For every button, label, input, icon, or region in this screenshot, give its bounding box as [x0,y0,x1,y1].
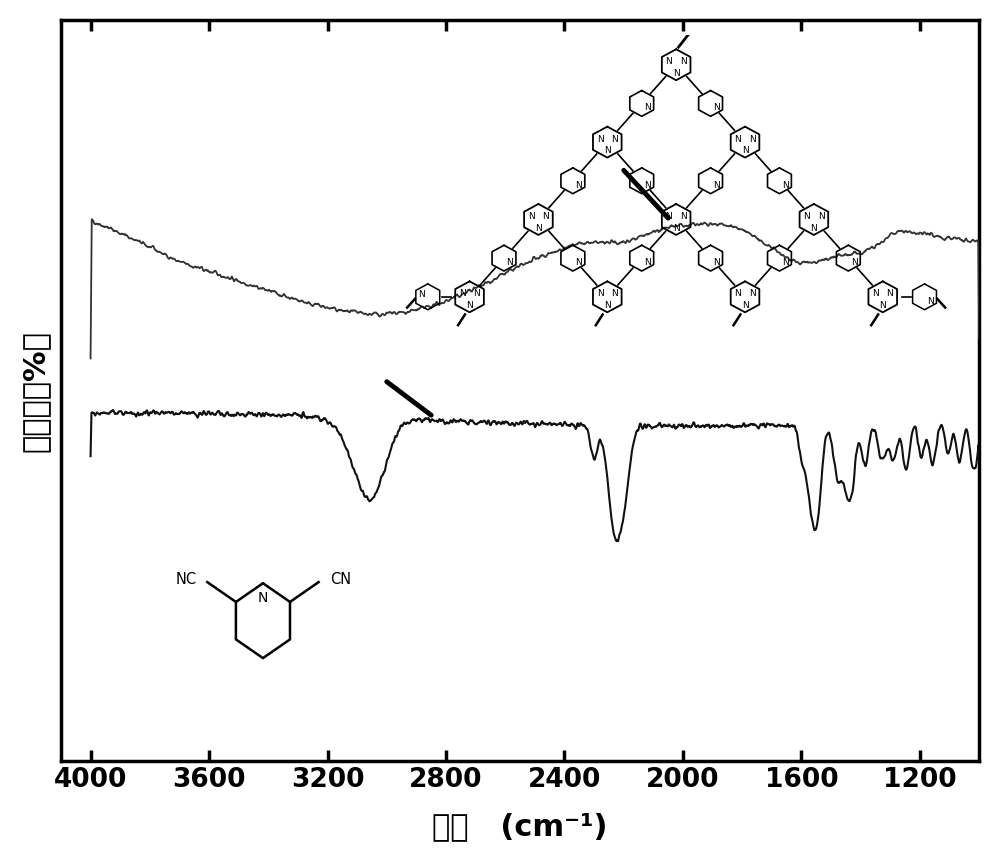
Y-axis label: 透过率（%）: 透过率（%） [21,330,50,452]
X-axis label: 波数   (cm⁻¹): 波数 (cm⁻¹) [432,811,608,840]
